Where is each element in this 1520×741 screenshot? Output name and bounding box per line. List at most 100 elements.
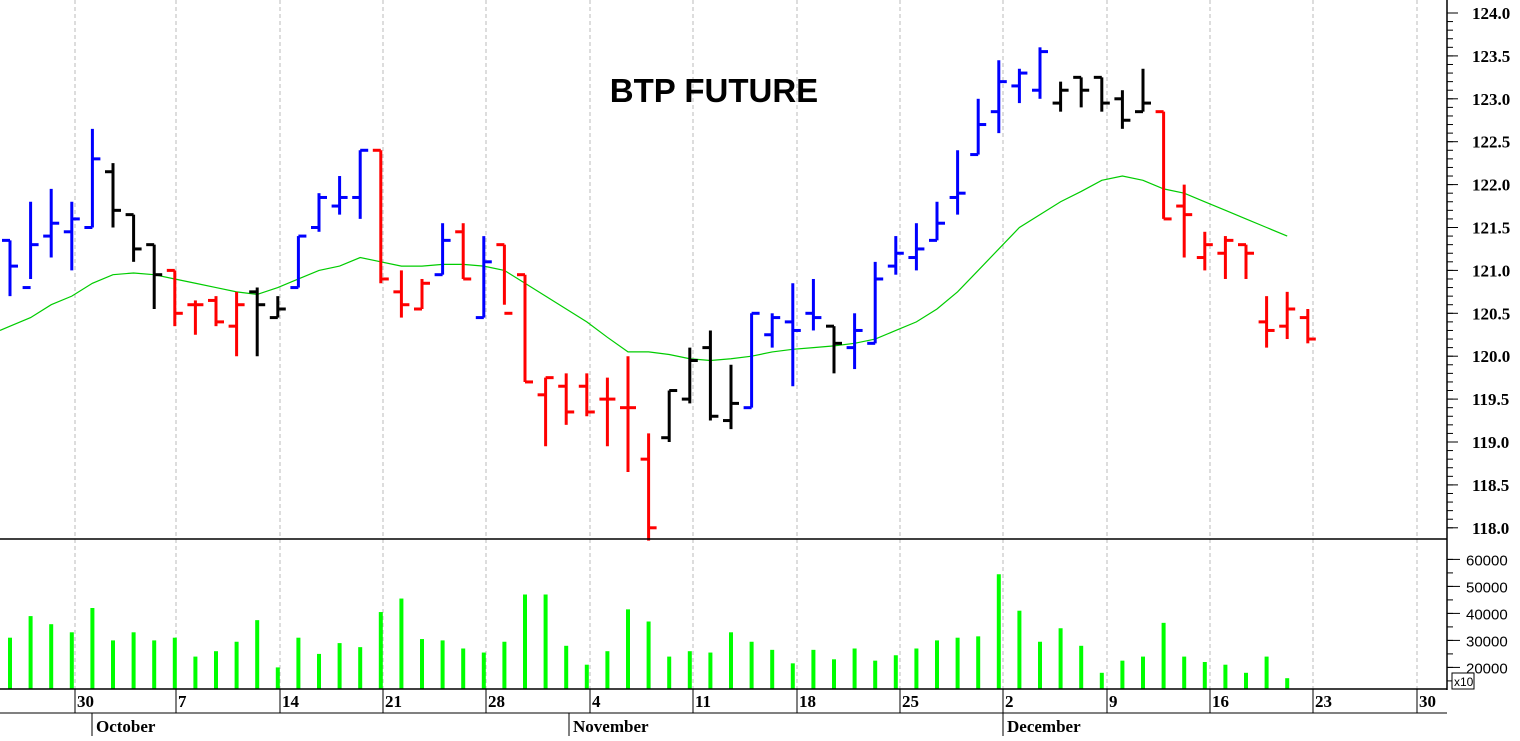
chart-title: BTP FUTURE xyxy=(610,72,818,109)
date-tick-label: 30 xyxy=(77,692,94,711)
volume-bar xyxy=(1058,628,1063,689)
ohlc-bar xyxy=(455,223,472,281)
ohlc-bar xyxy=(63,201,80,271)
price-tick-label: 120.0 xyxy=(1472,347,1510,366)
ohlc-bar xyxy=(990,60,1007,134)
ohlc-bar xyxy=(249,287,266,357)
ohlc-bar xyxy=(764,313,781,348)
volume-bar xyxy=(378,612,383,689)
moving-average-path xyxy=(0,175,1288,362)
volume-bar xyxy=(955,637,960,689)
volume-bar xyxy=(358,647,363,689)
volume-bar xyxy=(1120,660,1125,689)
date-tick-label: 25 xyxy=(902,692,919,711)
volume-bar xyxy=(523,594,527,689)
volume-bar xyxy=(584,664,589,689)
ohlc-bar xyxy=(1155,110,1172,221)
volume-bar xyxy=(90,608,95,689)
volume-bar xyxy=(1079,645,1084,689)
ohlc-bar xyxy=(1176,184,1193,258)
price-tick-label: 123.0 xyxy=(1472,90,1510,109)
ohlc-bar xyxy=(166,268,183,327)
volume-bar xyxy=(234,641,239,689)
volume-bar xyxy=(337,643,342,689)
volume-bar xyxy=(1161,622,1166,689)
price-tick-label: 123.5 xyxy=(1472,47,1510,66)
ohlc-bar xyxy=(1052,81,1069,112)
ohlc-bar xyxy=(846,313,863,370)
date-tick-label: 14 xyxy=(282,692,300,711)
moving-average-line xyxy=(0,175,1288,362)
ohlc-bar xyxy=(434,223,451,277)
ohlc-bar xyxy=(331,176,348,215)
volume-bar xyxy=(1099,672,1104,689)
volume-bar xyxy=(605,651,610,689)
ohlc-bar xyxy=(352,148,369,219)
volume-bar xyxy=(399,598,404,689)
volume-bar xyxy=(811,649,816,689)
ohlc-bar xyxy=(125,213,142,262)
ohlc-bar xyxy=(702,330,719,421)
date-tick-label: 21 xyxy=(385,692,402,711)
price-tick-label: 120.5 xyxy=(1472,304,1510,323)
volume-bar xyxy=(626,609,630,689)
ohlc-bar xyxy=(1217,236,1234,279)
volume-bar xyxy=(646,621,651,689)
ohlc-bar xyxy=(1011,68,1028,104)
ohlc-bar xyxy=(949,150,966,215)
ohlc-bar xyxy=(784,283,801,387)
volume-axis: 60000 50000 40000 30000 20000 xyxy=(1447,552,1508,682)
date-tick-label: 7 xyxy=(178,692,187,711)
volume-bar xyxy=(193,656,198,689)
price-bars xyxy=(2,47,1316,541)
volume-bar xyxy=(873,660,878,689)
volume-bar xyxy=(893,655,898,689)
ohlc-bar xyxy=(269,296,286,320)
volume-bar xyxy=(111,640,115,689)
ohlc-bar xyxy=(1073,75,1090,108)
price-tick-label: 118.0 xyxy=(1472,519,1509,538)
ohlc-bar xyxy=(1196,231,1213,271)
ohlc-bar xyxy=(496,243,513,315)
volume-bar xyxy=(729,632,733,689)
volume-bar xyxy=(543,594,548,689)
ohlc-bar xyxy=(43,188,60,258)
ohlc-bar xyxy=(867,261,884,345)
volume-bar xyxy=(461,648,466,689)
ohlc-bar xyxy=(1258,296,1275,348)
volume-bar xyxy=(976,636,981,689)
ohlc-bar xyxy=(1093,75,1110,112)
volume-bar xyxy=(296,637,301,689)
volume-bar xyxy=(770,649,775,689)
volume-tick-label: 30000 xyxy=(1466,633,1508,650)
ohlc-bar xyxy=(620,356,636,473)
volume-bar xyxy=(152,640,157,689)
ohlc-bar xyxy=(661,389,678,442)
volume-bar xyxy=(214,651,218,689)
volume-bar xyxy=(440,640,445,689)
ohlc-bar xyxy=(1135,68,1151,114)
ohlc-bar xyxy=(1114,90,1131,129)
ohlc-bar xyxy=(578,373,595,417)
volume-bar xyxy=(749,641,754,689)
date-tick-label: 18 xyxy=(799,692,816,711)
volume-bar xyxy=(420,639,424,689)
ohlc-bar xyxy=(640,433,657,541)
ohlc-bar xyxy=(1299,309,1316,344)
volume-bar xyxy=(1244,672,1248,689)
ohlc-bar xyxy=(22,201,39,290)
volume-multiplier-box xyxy=(1451,672,1475,690)
volume-bar xyxy=(852,648,857,689)
date-tick-label: 4 xyxy=(592,692,601,711)
ohlc-bar xyxy=(537,376,554,447)
price-axis: 124.0 123.5 123.0 122.5 122.0 121.5 121.0 120.5… xyxy=(1447,4,1510,538)
volume-bar xyxy=(790,663,795,689)
volume-bar xyxy=(1223,664,1228,689)
ohlc-bar xyxy=(743,311,760,410)
volume-bars xyxy=(8,574,1290,689)
ohlc-bar xyxy=(723,364,739,430)
ohlc-bar xyxy=(681,347,698,404)
ohlc-bar xyxy=(146,243,163,310)
